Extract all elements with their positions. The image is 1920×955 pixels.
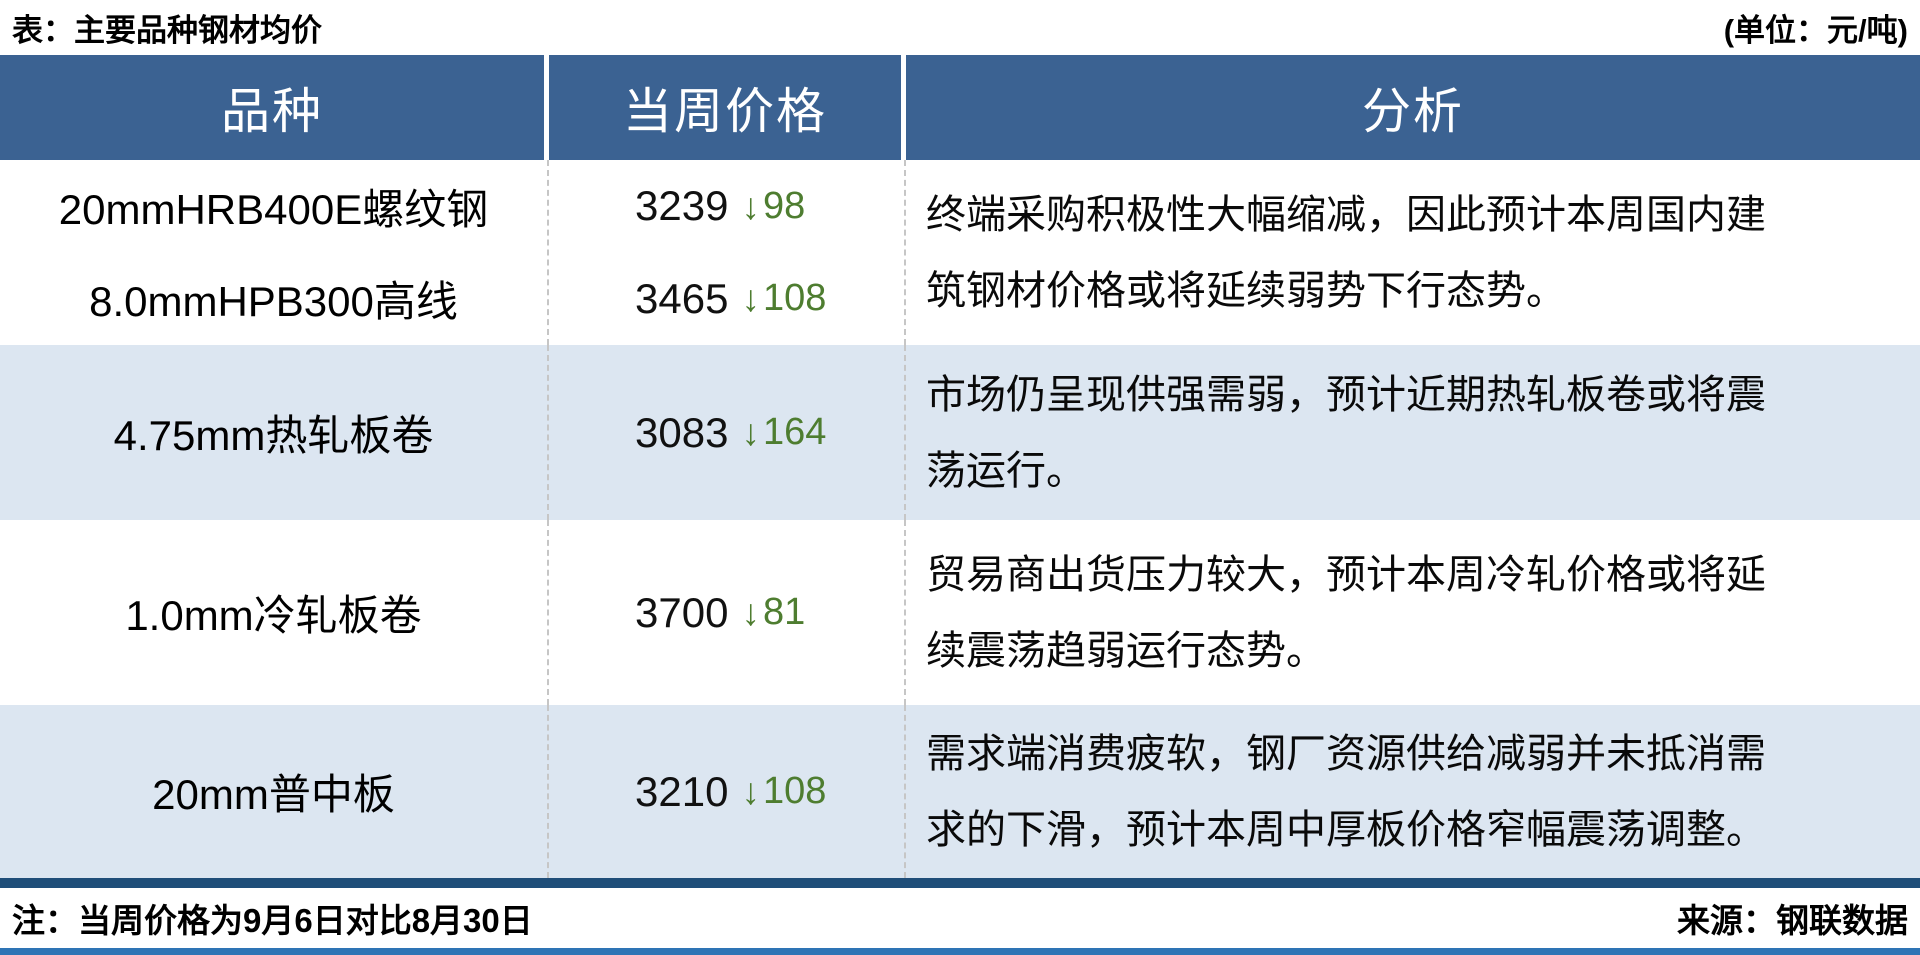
price-change: ↓ 81: [741, 591, 805, 634]
analysis-text: 市场仍呈现供强需弱，预计近期热轧板卷或将震荡运行。: [926, 372, 1766, 493]
product-name: 20mm普中板: [152, 771, 395, 818]
unit-label: (单位：元/吨): [1723, 13, 1908, 48]
price-change: ↓ 98: [741, 185, 805, 228]
down-arrow-icon: ↓: [741, 278, 760, 320]
analysis-text: 需求端消费疲软，钢厂资源供给减弱并未抵消需求的下滑，预计本周中厚板价格窄幅震荡调…: [926, 731, 1766, 852]
price-change: ↓ 164: [741, 411, 826, 454]
price-value: 3700: [635, 588, 729, 636]
table-row-rebar-wirerod: 20mmHRB400E螺纹钢 8.0mmHPB300高线 3239 ↓ 98 34…: [0, 160, 1920, 345]
product-name: 1.0mm冷轧板卷: [125, 592, 422, 639]
title-bar: 表：主要品种钢材均价 (单位：元/吨): [0, 0, 1920, 55]
change-value: 164: [762, 411, 827, 453]
analysis-text: 贸易商出货压力较大，预计本周冷轧价格或将延续震荡趋弱运行态势。: [926, 552, 1766, 673]
variety-cell: 20mmHRB400E螺纹钢 8.0mmHPB300高线: [0, 160, 549, 345]
analysis-text: 终端采购积极性大幅缩减，因此预计本周国内建筑钢材价格或将延续弱势下行态势。: [926, 192, 1766, 313]
variety-cell: 1.0mm冷轧板卷: [0, 520, 549, 705]
down-arrow-icon: ↓: [741, 771, 760, 812]
change-value: 108: [762, 277, 827, 320]
footer-bar: 注：当周价格为9月6日对比8月30日 来源：钢联数据: [0, 888, 1920, 948]
price-value: 3239: [635, 182, 729, 230]
down-arrow-icon: ↓: [741, 592, 760, 633]
page-title: 表：主要品种钢材均价: [12, 13, 322, 48]
header-cell-analysis: 分析: [906, 55, 1920, 160]
analysis-cell: 终端采购积极性大幅缩减，因此预计本周国内建筑钢材价格或将延续弱势下行态势。: [906, 160, 1920, 345]
table-row-cold-rolled: 1.0mm冷轧板卷 3700 ↓ 81 贸易商出货压力较大，预计本周冷轧价格或将延…: [0, 520, 1920, 705]
header-cell-week-price: 当周价格: [549, 55, 906, 160]
source-label: 来源：钢联数据: [1677, 902, 1908, 939]
price-change: ↓ 108: [741, 770, 826, 813]
variety-cell: 4.75mm热轧板卷: [0, 345, 549, 520]
down-arrow-icon: ↓: [741, 412, 760, 453]
price-value: 3083: [635, 408, 729, 456]
table-bottom-divider: [0, 878, 1920, 888]
analysis-cell: 市场仍呈现供强需弱，预计近期热轧板卷或将震荡运行。: [906, 345, 1920, 520]
variety-cell: 20mm普中板: [0, 705, 549, 878]
product-name: 8.0mmHPB300高线: [89, 278, 458, 326]
product-name: 20mmHRB400E螺纹钢: [58, 185, 489, 233]
price-cell: 3210 ↓ 108: [549, 705, 906, 878]
note-label: 注：当周价格为9月6日对比8月30日: [12, 902, 533, 939]
price-cell: 3700 ↓ 81: [549, 520, 906, 705]
table-row-hot-rolled: 4.75mm热轧板卷 3083 ↓ 164 市场仍呈现供强需弱，预计近期热轧板卷或…: [0, 345, 1920, 520]
price-value: 3210: [635, 767, 729, 815]
down-arrow-icon: ↓: [741, 185, 760, 227]
price-change: ↓ 108: [741, 277, 826, 320]
bottom-rule: [0, 948, 1920, 955]
analysis-cell: 需求端消费疲软，钢厂资源供给减弱并未抵消需求的下滑，预计本周中厚板价格窄幅震荡调…: [906, 705, 1920, 878]
price-cell: 3239 ↓ 98 3465 ↓ 108: [549, 160, 906, 345]
header-cell-variety: 品种: [0, 55, 549, 160]
change-value: 108: [762, 770, 827, 812]
change-value: 98: [762, 184, 806, 227]
price-value: 3465: [635, 274, 729, 322]
table-row-medium-plate: 20mm普中板 3210 ↓ 108 需求端消费疲软，钢厂资源供给减弱并未抵消需求…: [0, 705, 1920, 878]
product-name: 4.75mm热轧板卷: [113, 412, 434, 459]
analysis-cell: 贸易商出货压力较大，预计本周冷轧价格或将延续震荡趋弱运行态势。: [906, 520, 1920, 705]
price-cell: 3083 ↓ 164: [549, 345, 906, 520]
change-value: 81: [762, 591, 806, 633]
table-header-row: 品种 当周价格 分析: [0, 55, 1920, 160]
